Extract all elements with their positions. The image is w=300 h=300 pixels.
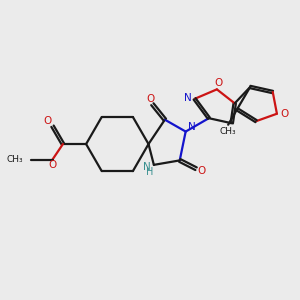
Text: O: O <box>43 116 51 126</box>
Text: O: O <box>214 78 222 88</box>
Text: N: N <box>188 122 196 132</box>
Text: CH₃: CH₃ <box>220 127 236 136</box>
Text: CH₃: CH₃ <box>6 155 23 164</box>
Text: N: N <box>143 162 151 172</box>
Text: O: O <box>48 160 57 170</box>
Text: O: O <box>197 166 206 176</box>
Text: O: O <box>280 109 289 119</box>
Text: N: N <box>184 93 192 103</box>
Text: O: O <box>146 94 155 104</box>
Text: H: H <box>146 167 153 177</box>
